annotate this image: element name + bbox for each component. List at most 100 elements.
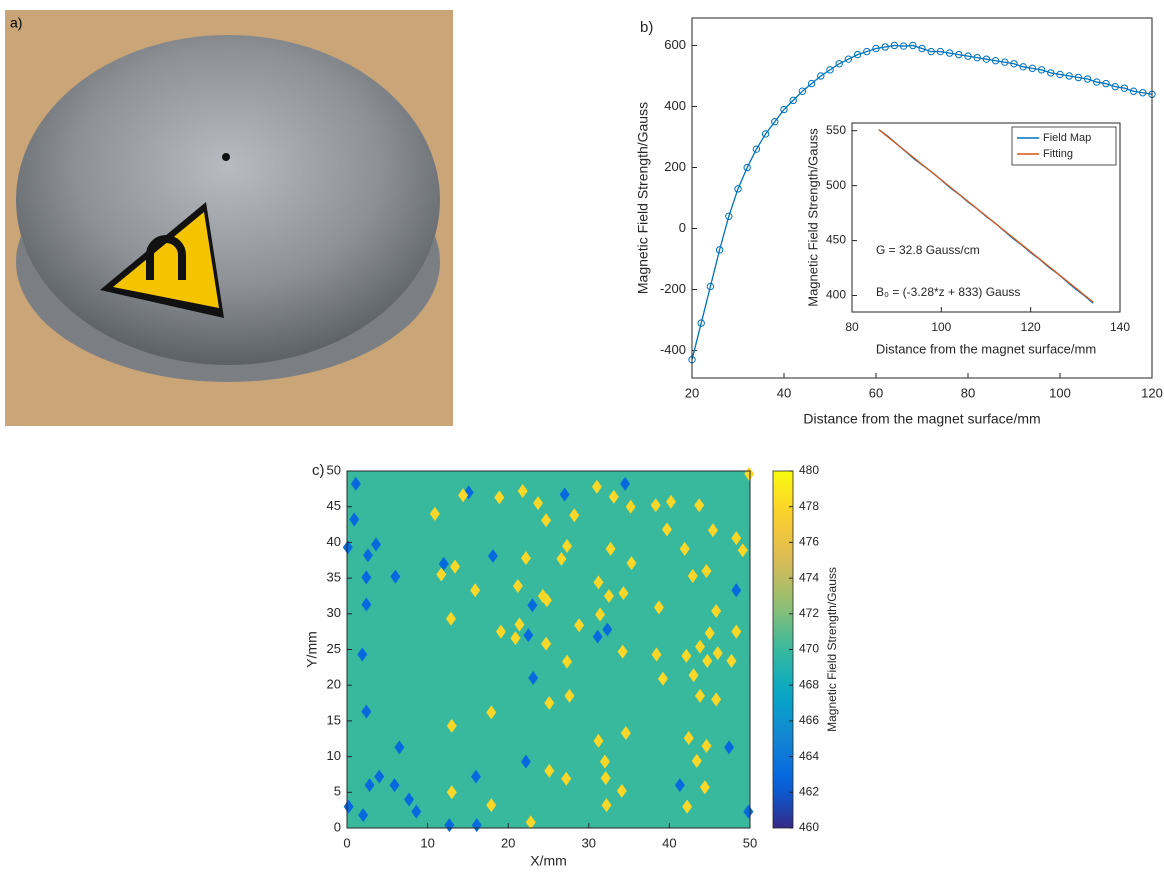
field-spot — [701, 738, 712, 753]
x-tick-label: 20 — [685, 385, 699, 400]
field-spot — [688, 668, 699, 683]
field-spot — [616, 783, 627, 798]
field-spot — [487, 548, 498, 563]
data-point — [991, 57, 1000, 65]
legend-label: Fitting — [1043, 148, 1073, 160]
field-spot — [470, 583, 481, 598]
field-spot — [651, 647, 662, 662]
field-spot — [512, 578, 523, 593]
y-axis-label: Magnetic Field Strength/Gauss — [635, 102, 651, 294]
field-spot — [620, 726, 631, 741]
field-spot — [682, 799, 693, 814]
colorbar-tick-label: 466 — [799, 713, 819, 727]
field-spot — [494, 490, 505, 505]
warning-sign — [113, 212, 219, 308]
axes-box — [346, 470, 751, 829]
field-spot — [556, 551, 567, 566]
y-tick-label: 15 — [327, 712, 341, 727]
x-tick-label: 80 — [961, 385, 975, 400]
data-point — [899, 42, 908, 50]
field-spot — [608, 489, 619, 504]
field-spot — [361, 704, 372, 719]
field-spot — [574, 618, 585, 633]
field-spot — [374, 769, 385, 784]
data-point — [982, 55, 991, 63]
field-spot — [699, 780, 710, 795]
annotation: B₀ = (-3.28*z + 833) Gauss — [876, 285, 1020, 299]
data-point — [1037, 66, 1046, 74]
field-spot — [650, 498, 661, 513]
field-spot — [525, 815, 536, 830]
axes-box — [691, 17, 1153, 379]
x-tick-label: 100 — [931, 320, 951, 334]
data-point — [890, 41, 899, 50]
field-spot — [695, 688, 706, 703]
field-spot — [737, 543, 748, 558]
data-point — [1074, 73, 1083, 82]
field-spot — [562, 538, 573, 553]
x-tick-label: 20 — [501, 835, 515, 850]
data-point — [743, 163, 751, 172]
field-spot — [600, 771, 611, 786]
field-spot — [411, 804, 422, 819]
field-spot — [390, 569, 401, 584]
field-spot — [495, 624, 506, 639]
y-tick-label: 500 — [826, 178, 846, 192]
y-tick-label: 600 — [664, 37, 686, 52]
data-point — [1001, 58, 1009, 66]
colorbar-tick-label: 478 — [799, 499, 819, 513]
colorbar-tick-label: 468 — [799, 677, 819, 691]
colorbar-tick-label: 470 — [799, 642, 819, 656]
field-spot — [657, 671, 668, 686]
field-spot — [569, 508, 580, 523]
data-point — [945, 49, 954, 57]
field-spot — [564, 688, 575, 703]
data-point — [835, 60, 843, 68]
y-tick-label: 400 — [826, 288, 846, 302]
data-point — [918, 44, 926, 53]
y-tick-label: 50 — [327, 462, 341, 477]
data-point — [1129, 87, 1138, 95]
x-tick-label: 40 — [662, 835, 676, 850]
x-tick-label: 140 — [1110, 320, 1130, 334]
data-point — [955, 50, 963, 59]
field-spot — [712, 646, 723, 661]
data-point — [936, 47, 945, 56]
field-spot — [444, 818, 455, 833]
field-spot — [691, 753, 702, 768]
y-axis-label: Y/mm — [304, 631, 320, 668]
panel-label: c) — [312, 462, 325, 479]
field-spot — [618, 586, 629, 601]
y-tick-label: -400 — [660, 342, 686, 357]
colorbar-tick-label: 476 — [799, 535, 819, 549]
data-point — [697, 319, 705, 327]
data-point — [1019, 63, 1027, 71]
y-tick-label: 25 — [327, 641, 341, 656]
data-line — [878, 129, 1094, 303]
data-point — [872, 44, 880, 53]
x-axis-label: Distance from the magnet surface/mm — [803, 411, 1040, 427]
legend-box — [1011, 126, 1117, 166]
y-tick-label: 400 — [664, 98, 686, 113]
field-spot — [620, 476, 631, 491]
field-spot — [445, 611, 456, 626]
field-spot — [592, 629, 603, 644]
field-spot — [726, 653, 737, 668]
field-spot — [731, 624, 742, 639]
field-spot — [528, 671, 539, 686]
field-spot — [704, 626, 715, 641]
field-spot — [593, 575, 604, 590]
field-spot — [591, 479, 602, 494]
data-point — [752, 145, 761, 153]
y-axis-label: Magnetic Field Strength/Gauss — [805, 128, 820, 307]
field-spot — [510, 631, 521, 646]
data-point — [1028, 64, 1037, 73]
y-tick-label: 20 — [327, 677, 341, 692]
data-point — [927, 47, 935, 56]
field-spot — [349, 512, 360, 527]
data-point — [706, 282, 715, 291]
field-spot — [626, 556, 637, 571]
field-spot — [438, 556, 449, 571]
